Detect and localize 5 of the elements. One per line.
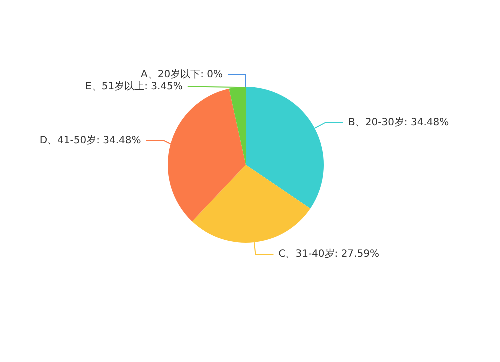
legend-label: A、20岁以下: 0% — [141, 68, 223, 80]
slice-label: C、31-40岁: 27.59% — [278, 248, 380, 260]
slice-label: E、51岁以上: 3.45% — [86, 80, 183, 92]
slice-label: B、20-30岁: 34.48% — [348, 116, 450, 128]
slice-label: D、41-50岁: 34.48% — [40, 134, 142, 146]
